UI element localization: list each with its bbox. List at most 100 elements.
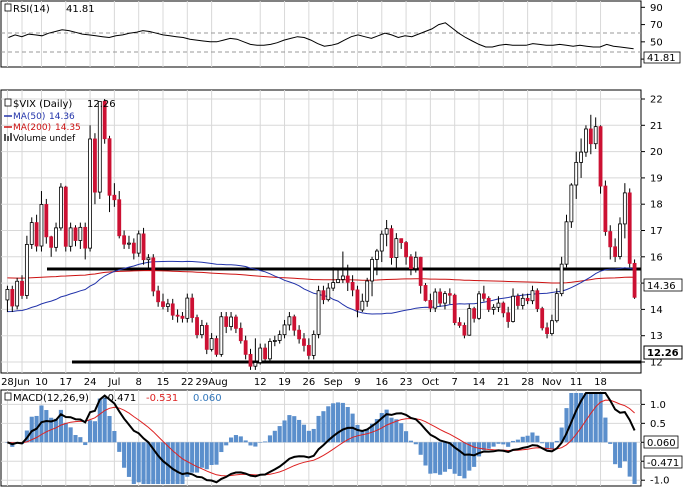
macd-hist-bar [228,437,234,443]
macd-hist-bar [428,442,433,474]
candle [399,238,404,249]
symbol-label: $VIX (Daily) [13,99,72,110]
candle [195,314,199,339]
candle-body [156,290,161,303]
candle-body [477,293,481,319]
rsi-tick-label: 70 [650,20,663,31]
candle-body [93,138,97,193]
hist-value: 0.060 [193,393,222,404]
candle-body [530,290,535,302]
candle-body [418,256,423,286]
macd-value: -0.471 [104,393,136,404]
candle-body [122,235,127,245]
candle [297,325,302,344]
candle [107,135,112,213]
candle [20,275,24,299]
rsi-tick-label: 50 [650,37,663,48]
macd-hist-bar [68,427,73,443]
ma50-value: 14.36 [49,112,75,122]
macd-hist-bar [107,415,112,443]
candle-body [433,291,438,309]
macd-hist-bar [122,442,127,468]
candle-body [117,199,122,237]
macd-hist-bar [632,442,637,484]
candle-body [229,316,233,327]
macd-hist-bar [243,440,248,443]
date-tick-label: Sep [324,377,343,388]
candle-body [491,306,496,310]
macd-hist-bar [58,409,63,443]
candle-body [258,347,263,363]
macd-hist-bar [277,426,282,443]
macd-hist-bar [593,393,598,443]
candle-body [78,226,83,241]
macd-hist-bar [165,442,170,484]
macd-hist-bar [418,442,423,455]
candle-body [525,297,530,302]
candle-body [443,293,447,304]
macd-hist-bar [452,442,457,474]
date-tick-label: Nov [542,377,562,388]
macd-hist-bar [83,442,88,446]
candle-body [574,161,579,186]
price-legend: $VIX (Daily) 12.26 MA(50) 14.36 MA(200) … [4,98,116,144]
candle-body [331,282,336,289]
macd-hist-bar [506,442,511,447]
macd-hist-bar [365,429,370,443]
macd-hist-bar [598,393,603,443]
candle-body [550,320,554,334]
candle-body [462,325,467,336]
candle-body [428,300,433,309]
macd-value-box [643,455,683,469]
candle-body [613,246,618,257]
candle [545,322,549,339]
candle [156,285,161,307]
candle [63,185,68,252]
candle [574,151,579,199]
candle [214,335,219,357]
candle-body [438,291,443,304]
candle [350,275,355,297]
date-tick-label: 28 [1,377,14,388]
candle-body [486,297,491,310]
price-last-label: 12.26 [87,99,116,110]
ma50-line [7,260,635,315]
candle [326,283,331,302]
candle [219,312,224,357]
candle-body [384,228,389,235]
candle [243,335,248,360]
date-tick-label: 10 [35,377,48,388]
macd-hist-bar [530,432,535,443]
candle [68,222,73,252]
candle [39,191,44,252]
date-tick-label: 29Aug [195,377,227,388]
candle-body [350,281,355,291]
candle-body [34,222,39,247]
price-tick-label: 17 [650,226,663,237]
candle-body [282,324,287,336]
candle-body [618,223,622,257]
macd-hist-bar [97,398,102,443]
candle-body [248,353,253,367]
candle-body [554,293,559,322]
macd-hist-bar [199,442,204,468]
rsi-label: RSI(14) [13,4,50,15]
candle-body [321,290,326,301]
macd-hist-bar [554,440,559,443]
macd-hist-bar [78,437,83,443]
macd-hist-bar [496,442,501,444]
candle-body [63,186,68,247]
candle [131,238,136,260]
candle-body [272,340,277,342]
candle [622,183,627,239]
macd-hist-bar [73,435,78,443]
macd-hist-bar [63,422,68,443]
candle-body [29,222,34,245]
candle [618,217,622,260]
macd-tick-label: 1.0 [650,400,666,411]
candle [78,222,83,249]
candle [564,214,569,268]
date-tick-label: 26 [302,377,315,388]
candle [29,217,34,249]
